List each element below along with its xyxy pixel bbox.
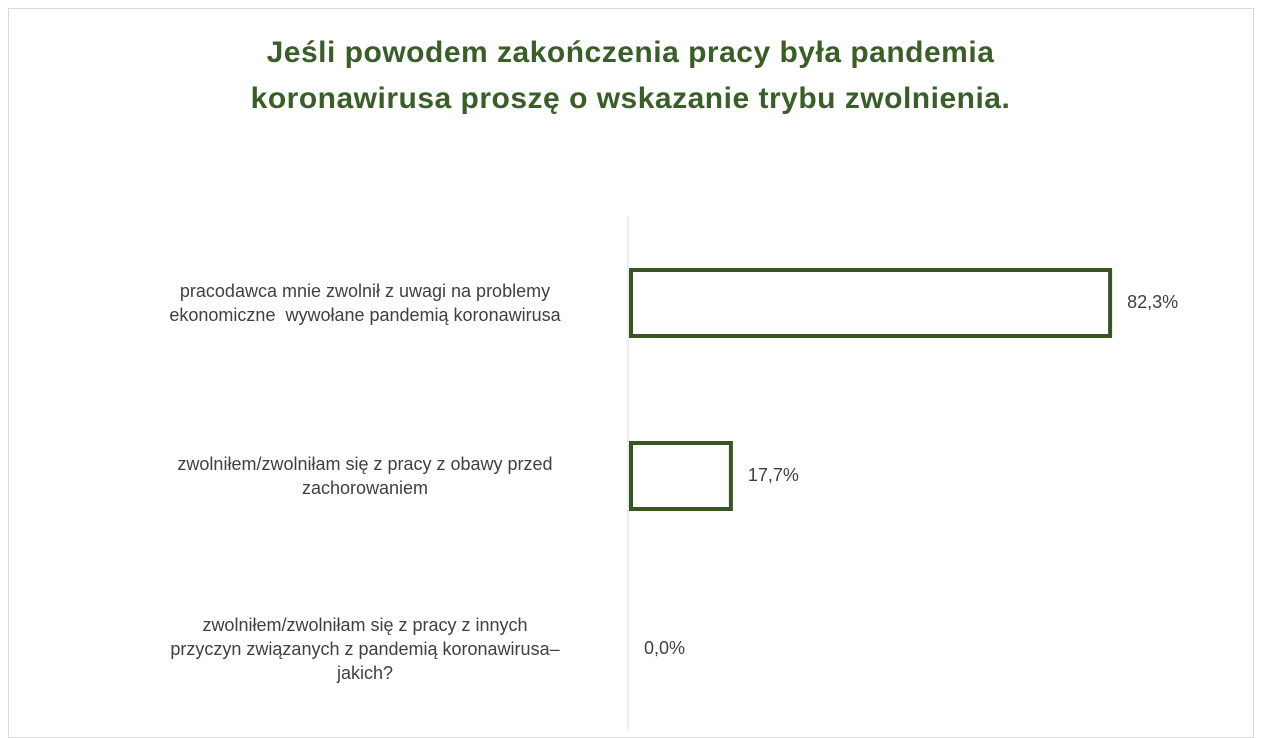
value-label: 0,0% [644,638,685,658]
chart-title: Jeśli powodem zakończenia pracy była pan… [250,36,1011,115]
bar [629,441,733,511]
value-label: 17,7% [748,465,799,485]
category-label: pracodawca mnie zwolnił z uwagi na probl… [169,281,561,325]
value-label: 82,3% [1127,292,1178,312]
bar [629,268,1113,338]
category-label: zwolniłem/zwolniłam się z pracy z obawy … [177,454,553,498]
category-label: zwolniłem/zwolniłam się z pracy z innych… [170,615,560,683]
